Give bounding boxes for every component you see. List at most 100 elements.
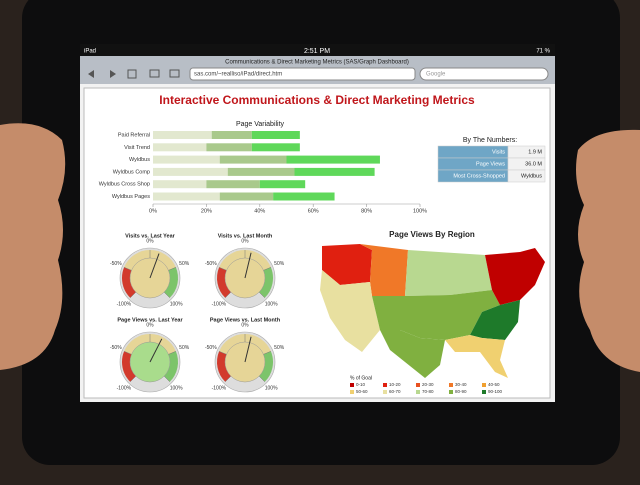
gauge-tick-label: 100%: [265, 385, 278, 391]
y-tick-label: Wyldbus Cross Shop: [99, 182, 150, 188]
bar-segment: [211, 131, 252, 139]
bar-segment: [153, 155, 220, 164]
gauge-tick: [225, 291, 232, 298]
table-value: 36.0 M: [525, 161, 542, 167]
legend-title: % of Goal: [350, 375, 372, 381]
bar-segment: [153, 143, 207, 152]
gauge-tick-label: -100%: [212, 301, 227, 307]
bar-segment: [153, 131, 212, 139]
device-name: iPad: [84, 49, 96, 55]
gauge-tick: [124, 351, 132, 355]
bar-segment: [259, 180, 306, 189]
legend-swatch: [383, 390, 387, 394]
page-title: Communications & Direct Marketing Metric…: [225, 60, 409, 66]
bar-segment: [219, 192, 274, 201]
gauge-tick-label: 0%: [241, 322, 249, 328]
y-tick-label: Visit Trend: [124, 145, 150, 151]
gauge-tick: [219, 267, 227, 271]
search-placeholder: Google: [426, 72, 446, 78]
bar-chart-title: Page Variability: [236, 121, 285, 128]
x-tick-label: 0%: [149, 208, 157, 214]
gauge-tick: [258, 291, 265, 298]
bar-segment: [294, 167, 375, 176]
gauge-tick-label: 50%: [179, 345, 190, 351]
gauge-needle: [149, 253, 160, 279]
gauge-tick: [168, 351, 176, 355]
pages-button[interactable]: [127, 69, 137, 79]
gauge-tick: [258, 375, 265, 382]
clock: 2:51 PM: [304, 48, 330, 55]
gauge-tick: [225, 375, 232, 382]
bar-segment: [251, 143, 300, 152]
map-region: [372, 290, 500, 340]
legend-swatch: [416, 390, 420, 394]
table-label: Most Cross-Shopped: [453, 173, 505, 179]
dashboard-title: Interactive Communications & Direct Mark…: [159, 93, 475, 107]
gauge-tick-label: -100%: [117, 301, 132, 307]
y-tick-label: Paid Referral: [118, 132, 150, 138]
gauge-tick: [163, 375, 170, 382]
x-tick-label: 60%: [308, 208, 319, 214]
gauge-tick-label: 0%: [241, 238, 249, 244]
gauge-tick-label: 100%: [265, 301, 278, 307]
share-button[interactable]: [169, 69, 180, 78]
legend-swatch: [350, 383, 354, 387]
legend-label: 10-20: [389, 382, 401, 387]
gauge-tick-label: 0%: [146, 322, 154, 328]
bar-segment: [153, 167, 228, 176]
gauge-tick-label: -50%: [205, 345, 217, 351]
bar-segment: [153, 180, 207, 189]
gauge-tick-label: -50%: [110, 261, 122, 267]
map-region: [405, 250, 492, 296]
right-hand: [576, 129, 640, 372]
table-value: 1.9 M: [528, 149, 542, 155]
legend-label: 70-80: [422, 389, 434, 394]
table-value-cell: [507, 169, 546, 183]
y-tick-label: Wyldbus: [129, 157, 150, 163]
x-tick-label: 80%: [361, 208, 372, 214]
gauge-tick-label: 100%: [170, 385, 183, 391]
left-hand: [0, 123, 66, 370]
table-label: Visits: [492, 149, 505, 155]
bar-segment: [206, 180, 260, 189]
map-region: [380, 330, 445, 378]
bar-segment: [227, 167, 295, 176]
map-region: [485, 248, 545, 305]
bar-segment: [273, 192, 335, 201]
legend-swatch: [449, 383, 453, 387]
battery: 71 %: [536, 49, 550, 55]
table-label: Page Views: [476, 161, 505, 167]
gauge-tick: [263, 351, 271, 355]
legend-label: 0-10: [356, 382, 366, 387]
gauge-tick-label: 50%: [274, 345, 285, 351]
gauge-tick: [130, 375, 137, 382]
map-region: [320, 270, 380, 352]
gauge-tick: [263, 267, 271, 271]
gauge-tick: [124, 267, 132, 271]
status-bar: [80, 44, 555, 56]
map-region: [360, 244, 408, 296]
url-field[interactable]: [189, 67, 416, 81]
gauge-tick-label: -50%: [205, 261, 217, 267]
gauge-tick-label: 50%: [274, 261, 285, 267]
gauge-tick-label: -100%: [117, 385, 132, 391]
x-tick-label: 40%: [254, 208, 265, 214]
legend-label: 40-50: [488, 382, 500, 387]
legend-swatch: [449, 390, 453, 394]
bookmarks-button[interactable]: [149, 69, 160, 78]
legend-label: 30-40: [455, 382, 467, 387]
gauge-tick-label: -50%: [110, 345, 122, 351]
bar-segment: [286, 155, 380, 164]
x-tick-label: 100%: [413, 208, 427, 214]
search-field[interactable]: [419, 67, 549, 81]
map-title: Page Views By Region: [389, 230, 475, 239]
legend-label: 90-100: [488, 389, 503, 394]
gauge-needle: [149, 338, 163, 363]
us-map: [320, 244, 545, 378]
y-tick-label: Wyldbus Pages: [112, 194, 150, 200]
gauge-title: Visits vs. Last Month: [218, 233, 273, 239]
gauge-tick-label: 100%: [170, 301, 183, 307]
nav-buttons[interactable]: [88, 70, 116, 78]
legend-swatch: [383, 383, 387, 387]
legend-label: 80-90: [455, 389, 467, 394]
